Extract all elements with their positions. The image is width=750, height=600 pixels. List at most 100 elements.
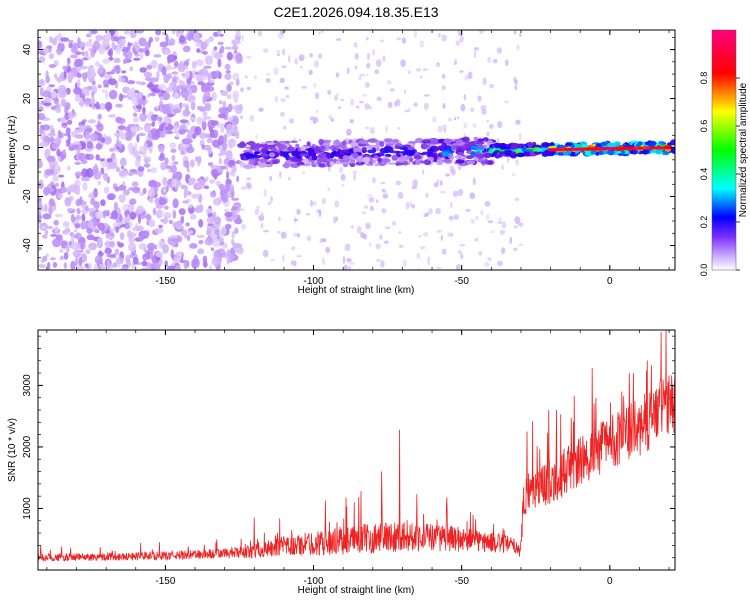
spectrogram-blob — [147, 83, 155, 88]
spectrogram-blob — [166, 265, 176, 270]
spectrogram-blob — [442, 103, 446, 109]
spectrogram-blob — [382, 193, 389, 199]
spectrogram-blob — [46, 86, 52, 92]
spectrogram-blob — [208, 36, 214, 43]
spectrogram-blob — [48, 206, 53, 216]
spectrogram-blob — [375, 243, 381, 250]
spectrogram-blob — [210, 247, 215, 252]
colorbar: 0.0 0.2 0.4 0.6 0.8 Normalized spectral ampl… — [699, 29, 749, 276]
spectrogram-blob — [137, 132, 146, 137]
spectrogram-blob — [49, 136, 55, 143]
spectrogram-blob — [421, 140, 431, 144]
spectrogram-blob — [89, 132, 99, 142]
spectrogram-blob — [96, 123, 104, 132]
spectrogram-blob — [132, 151, 139, 158]
spectrogram-blob — [299, 153, 309, 157]
spectrogram-blob — [259, 158, 268, 163]
spectrogram-blob — [221, 142, 228, 151]
spectrogram-blob — [181, 103, 189, 107]
spectrogram-blob — [542, 150, 552, 156]
spectrogram-blob — [484, 159, 489, 165]
spectrogram-blob — [441, 73, 446, 79]
spectrogram-blob — [405, 201, 410, 210]
spectrogram-blob — [243, 164, 253, 170]
spectrogram-blob — [165, 33, 169, 44]
spectrogram-blob — [278, 171, 282, 179]
spectrogram-blob — [221, 194, 229, 203]
spectrogram-blob — [115, 103, 123, 108]
spectrogram-blob — [268, 201, 272, 206]
spectrogram-blob — [189, 116, 196, 121]
spectrogram-blob — [97, 84, 102, 89]
spectrogram-blob — [102, 172, 109, 181]
spectrogram-blob — [122, 181, 126, 187]
spectrogram-blob — [218, 152, 223, 157]
spectrogram-blob — [470, 107, 475, 113]
spectrogram-blob — [268, 152, 276, 158]
spectrogram-blob — [48, 161, 56, 166]
spectrogram-blob — [152, 181, 161, 188]
spectrogram-blob — [98, 265, 102, 270]
spectrogram-blob — [121, 70, 127, 74]
spectrogram-blob — [470, 218, 475, 224]
spectrogram-blob — [76, 265, 85, 270]
spectrogram-blob — [484, 261, 490, 268]
spectrogram-blob — [101, 89, 106, 93]
spectrogram-blob — [228, 81, 234, 86]
spectrogram-blob — [118, 93, 124, 102]
spectrogram-blob — [518, 222, 524, 227]
spectrogram-blob — [94, 255, 103, 265]
spectrogram-blob — [341, 146, 348, 150]
spectrogram-blob — [168, 38, 176, 46]
spectrogram-blob — [172, 108, 182, 114]
spectrogram-blob — [487, 56, 492, 63]
spectrogram-blob — [475, 153, 482, 157]
spectrogram-blob — [448, 117, 452, 122]
spectrogram-blob — [197, 248, 205, 255]
spectrogram-blob — [452, 190, 459, 197]
spectrogram-blob — [316, 109, 319, 114]
spectrogram-blob — [352, 152, 359, 159]
spectrogram-blob — [76, 78, 81, 89]
spectrogram-blob — [63, 71, 67, 79]
spectrogram-blob — [356, 226, 362, 234]
spectrogram-blob — [447, 232, 450, 237]
spectrogram-blob — [374, 69, 380, 75]
spectrogram-blob — [250, 143, 260, 149]
spectrogram-blob — [319, 238, 322, 244]
spectrogram-blob — [366, 62, 371, 69]
spectrogram-blob — [195, 42, 202, 47]
spectrogram-blob — [148, 219, 156, 228]
spectrogram-blob — [118, 77, 126, 83]
spectrogram-panel: -150 -100 -50 0 -40 -20 0 20 40 Height of strai… — [7, 29, 676, 296]
spectrogram-blob — [74, 58, 84, 67]
spectrogram-blob — [467, 71, 473, 80]
spectrogram-blob — [441, 34, 447, 42]
spectrogram-blob — [109, 240, 115, 248]
spectrogram-blob — [371, 147, 376, 152]
spectrogram-blob — [195, 156, 199, 162]
spectrogram-blob — [106, 229, 110, 234]
spectrogram-blob — [379, 39, 384, 43]
spectrogram-blob — [341, 184, 345, 187]
spectrogram-blob — [90, 30, 98, 35]
spectrogram-blob — [188, 177, 197, 184]
spectrogram-blob — [54, 182, 59, 187]
spectrogram-blob — [189, 214, 197, 220]
spectrogram-blob — [394, 145, 401, 150]
spectrogram-blob — [151, 114, 158, 121]
spectrogram-blob — [515, 160, 519, 166]
spectrogram-blob — [284, 86, 289, 90]
spectrogram-blob — [162, 176, 168, 186]
spectrogram-blob — [343, 264, 348, 270]
spectrogram-blob — [154, 36, 160, 42]
spectrogram-blob — [159, 100, 164, 110]
spectrogram-blob — [197, 81, 205, 86]
spectrogram-blob — [233, 40, 237, 51]
spectrogram-blob — [317, 157, 327, 163]
spectrogram-blob — [167, 55, 175, 62]
spectrogram-blob — [120, 221, 124, 225]
spectrogram-blob — [385, 125, 388, 133]
spectrogram-blob — [450, 168, 456, 176]
spectrogram-blob — [116, 137, 120, 148]
